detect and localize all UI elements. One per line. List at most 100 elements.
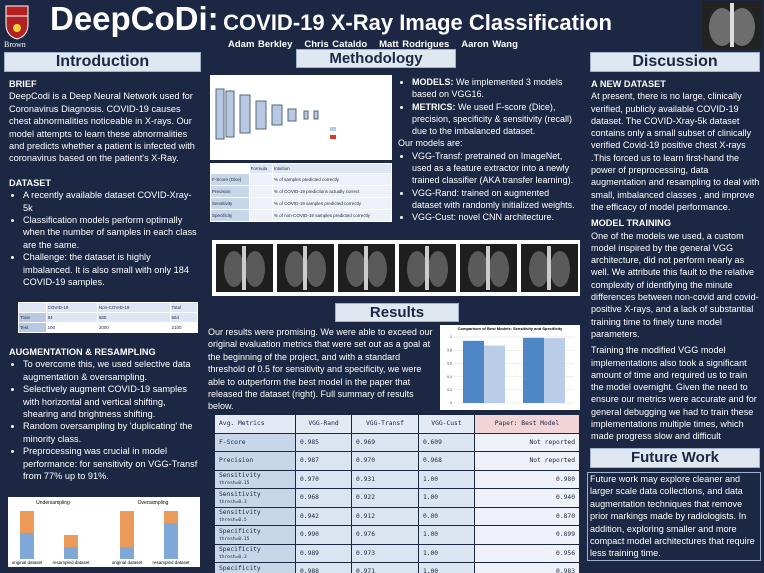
figure-label: resampled dataset [52, 560, 90, 565]
paragraph: At present, there is no large, clinicall… [591, 91, 760, 212]
table-header: Avg. Metrics [215, 415, 295, 433]
table-cell: 0.985 [296, 433, 352, 451]
table-row: F-Score (Dice) % of samples predicted cor… [211, 174, 391, 185]
xray-lung [428, 251, 448, 287]
bar [544, 338, 565, 403]
table-row: Test 100 2000 2100 [19, 323, 197, 332]
table-row: COVID-19 Non-COVID-19 Total [19, 303, 197, 312]
subheading: DATASET [9, 177, 52, 188]
table-cell: 0.870 [474, 507, 579, 525]
y-tick-label: 1 [450, 335, 452, 339]
metric-name: Specificity [219, 564, 261, 572]
xray-spine [425, 246, 429, 290]
table-header: Formula [249, 164, 272, 173]
section-heading: Future Work [590, 448, 760, 468]
table-cell: 0.970 [296, 470, 352, 488]
title-main: DeepCoDi: [50, 0, 219, 37]
table-cell: 0.912 [352, 507, 418, 525]
bullet-text: We implemented 3 models based on VGG16. [412, 77, 563, 100]
xray-lung [285, 251, 305, 287]
xray-spine [486, 246, 490, 290]
table-cell: 0.00 [418, 507, 474, 525]
bullet: A recently available dataset COVID-Xray-… [23, 189, 201, 214]
bullet: Random oversampling by 'duplicating' the… [23, 420, 203, 445]
header-xray [702, 1, 762, 49]
table-cell: 84 [46, 313, 97, 322]
table-row: Specificity thresh=0.3 0.989 0.973 1.00 0.95… [215, 544, 579, 562]
metric-name: F-Score [219, 438, 246, 446]
table-cell: Train [19, 313, 46, 322]
table-cell [249, 198, 272, 209]
table-row: Precision 0.987 0.970 0.968 Not reported [215, 452, 579, 470]
table-cell: Precision [215, 452, 295, 470]
table-cell: 0.983 [474, 563, 579, 573]
bar [484, 345, 505, 403]
author: Adam Berkley [228, 39, 293, 50]
metric-name: Sensitivity [219, 472, 261, 480]
table-cell: Sensitivity thresh=0.15 [215, 470, 295, 488]
table-cell: 0.956 [474, 544, 579, 562]
metric-name: Sensitivity [219, 509, 261, 517]
bullet-list: VGG-Transf: pretrained on ImageNet, used… [398, 150, 580, 224]
xray-lung [224, 251, 244, 287]
metric-name: Specificity [219, 527, 261, 535]
table-cell: 1.00 [418, 544, 474, 562]
table-cell: 1.00 [418, 563, 474, 573]
xray-lung [346, 251, 366, 287]
table-row: Sensitivity % of COVID-19 samples predict… [211, 198, 391, 209]
discussion-text: A NEW DATASET At present, there is no la… [591, 78, 761, 443]
table-cell: % of non-COVID-19 samples predicted corr… [272, 210, 391, 221]
bullet-label: MODELS: [412, 77, 454, 87]
bar [463, 340, 484, 403]
table-row: Formula Intuition [211, 164, 391, 173]
threshold: thresh=0.3 [219, 555, 247, 561]
table-cell: 0.990 [296, 526, 352, 544]
table-header: VGG-Rand [296, 415, 352, 433]
resampling-figure: Undersampling Oversampling original data… [8, 497, 200, 567]
table-header: COVID-19 [46, 303, 97, 312]
xray-spine [242, 246, 246, 290]
section-heading: Discussion [590, 52, 760, 72]
xray-spine [364, 246, 368, 290]
bullet-list: MODELS: We implemented 3 models based on… [398, 76, 580, 137]
table-cell: Precision [211, 186, 249, 197]
bullet: METRICS: We used F-score (Dice), precisi… [412, 101, 580, 138]
table-cell [249, 210, 272, 221]
xray-image [521, 244, 578, 292]
table-cell: 1.00 [418, 489, 474, 507]
bullet-list: A recently available dataset COVID-Xray-… [9, 189, 201, 288]
table-cell: 0.968 [296, 489, 352, 507]
chart: Comparison of Best Models: Sensitivity a… [440, 325, 580, 410]
figure-label: original dataset [12, 560, 43, 565]
bullet: Challenge: the dataset is highly imbalan… [23, 251, 201, 288]
y-tick-label: 0.2 [447, 388, 452, 392]
table-header: Paper: Best Model [474, 415, 579, 433]
figure-label: resampled dataset [152, 560, 190, 565]
section-heading: Results [335, 303, 459, 322]
xray-lung [245, 251, 265, 287]
table-cell: 0.969 [352, 433, 418, 451]
paragraph: One of the models we used, a custom mode… [591, 230, 759, 339]
table-cell [211, 164, 249, 173]
table-cell: 0.922 [352, 489, 418, 507]
xray-image [338, 244, 395, 292]
metric-name: Precision [219, 457, 254, 465]
table-cell: 0.931 [352, 470, 418, 488]
section-heading: Methodology [296, 49, 456, 68]
table-row: Avg. Metrics VGG-Rand VGG-Transf VGG-Cust Pa… [215, 415, 579, 433]
bullet: VGG-Transf: pretrained on ImageNet, used… [412, 150, 580, 187]
threshold: thresh=0.15 [219, 536, 250, 542]
table-row: Sensitivity thresh=0.15 0.970 0.931 1.00 0.9… [215, 470, 579, 488]
table-row: Specificity thresh=0.50.9880.9711.000.98… [215, 563, 579, 573]
table-cell: 0.968 [418, 452, 474, 470]
table-header: VGG-Cust [418, 415, 474, 433]
paragraph: Our results were promising. We were able… [208, 327, 433, 412]
table-cell: Test [19, 323, 46, 332]
xray-image [216, 244, 273, 292]
table-header: Total [170, 303, 197, 312]
table-row: Specificity % of non-COVID-19 samples pre… [211, 210, 391, 221]
paragraph: DeepCodi is a Deep Neural Network used f… [9, 91, 195, 164]
bullet: VGG-Cust: novel CNN architecture. [412, 211, 580, 223]
table-cell: Sensitivity [211, 198, 249, 209]
threshold: thresh=0.5 [219, 518, 247, 524]
